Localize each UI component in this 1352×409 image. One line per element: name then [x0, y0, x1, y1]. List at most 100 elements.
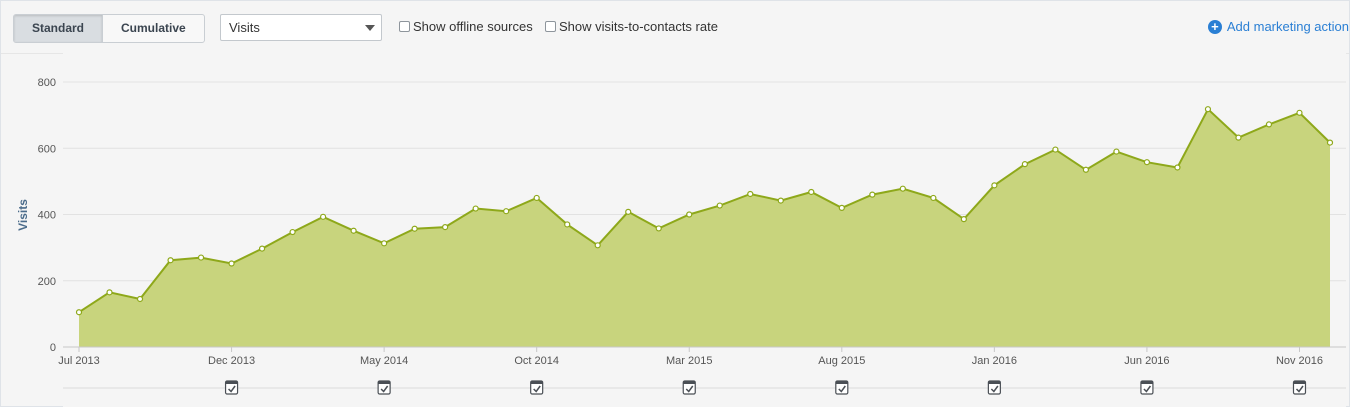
view-toggle: Standard Cumulative: [13, 14, 205, 43]
check-icon: [1143, 385, 1152, 393]
calendar-header: [530, 381, 543, 384]
data-point: [319, 213, 327, 220]
check-icon: [533, 385, 541, 393]
add-marketing-action-label: Add marketing action: [1226, 19, 1349, 34]
data-point: [503, 208, 510, 215]
calendar-header: [835, 381, 848, 384]
y-tick-label: 600: [38, 143, 56, 155]
show-offline-sources-label: Show offline sources: [413, 19, 533, 34]
data-point: [289, 228, 296, 236]
data-point: [747, 190, 754, 198]
x-tick-label: Mar 2015: [666, 355, 712, 367]
marketing-action-icon[interactable]: [530, 380, 544, 395]
x-tick-label: May 2014: [360, 355, 408, 367]
data-point: [1143, 159, 1151, 166]
data-point: [808, 188, 815, 196]
data-point: [228, 260, 235, 267]
data-point: [75, 309, 83, 316]
check-icon: [838, 385, 846, 393]
x-tick-label: Jun 2016: [1124, 355, 1169, 367]
data-point: [1052, 146, 1059, 153]
check-icon: [380, 385, 389, 393]
data-point: [197, 254, 205, 261]
calendar-header: [225, 381, 238, 384]
check-icon: [685, 385, 694, 393]
plus-circle-icon: +: [1207, 19, 1222, 34]
calendar-header: [378, 381, 391, 384]
data-point: [686, 211, 693, 218]
data-point: [564, 221, 571, 228]
data-point: [472, 205, 479, 212]
metric-select[interactable]: Visits: [220, 14, 382, 41]
check-icon: [228, 385, 236, 393]
data-point: [1204, 106, 1212, 113]
add-marketing-action-link[interactable]: + Add marketing action: [1207, 19, 1349, 34]
data-point: [258, 245, 266, 252]
checkbox-icon[interactable]: [545, 21, 556, 32]
data-point: [625, 208, 632, 215]
y-tick-label: 400: [38, 210, 56, 222]
data-point: [1296, 109, 1303, 116]
visits-line: [78, 107, 1331, 314]
data-point: [533, 194, 540, 202]
visits-area: [79, 109, 1330, 347]
data-point: [442, 223, 449, 231]
data-point: [106, 289, 113, 296]
show-visits-to-contacts-checkbox[interactable]: Show visits-to-contacts rate: [545, 19, 718, 34]
calendar-header: [988, 381, 1001, 384]
data-point: [1235, 134, 1242, 141]
show-visits-to-contacts-label: Show visits-to-contacts rate: [559, 19, 718, 34]
data-point: [350, 227, 357, 234]
marketing-action-icon[interactable]: [377, 380, 391, 395]
y-tick-label: 0: [50, 342, 56, 354]
data-point: [136, 295, 144, 303]
marketing-action-icon[interactable]: [224, 380, 239, 395]
visits-area-chart: 0 200 400 600 800 Visits Jul 2013 Dec 2013 May 2…: [16, 53, 1346, 407]
x-tick-label: Jan 2016: [972, 355, 1017, 367]
show-offline-sources-checkbox[interactable]: Show offline sources: [399, 19, 533, 34]
cumulative-button[interactable]: Cumulative: [102, 15, 204, 42]
data-point: [1265, 121, 1273, 128]
data-point: [1082, 166, 1090, 173]
data-point: [869, 191, 876, 198]
x-tick-label: Dec 2013: [208, 355, 255, 367]
data-point: [899, 185, 906, 192]
metric-select-value: Visits: [229, 20, 260, 35]
data-point: [381, 240, 388, 247]
marketing-action-icon[interactable]: [987, 380, 1001, 395]
data-point: [1174, 164, 1181, 171]
marketing-action-icon[interactable]: [835, 380, 849, 395]
data-point: [777, 197, 784, 204]
data-point: [1326, 139, 1334, 146]
data-point: [1113, 148, 1120, 155]
data-point: [716, 202, 723, 209]
data-point: [838, 204, 845, 211]
x-tick-label: Nov 2016: [1276, 355, 1323, 367]
y-axis-title: Visits: [16, 199, 30, 231]
marketing-action-icon[interactable]: [682, 380, 696, 395]
data-point: [594, 242, 601, 249]
chevron-down-icon: [365, 25, 375, 31]
x-tick-label: Aug 2015: [818, 355, 865, 367]
toolbar: Standard Cumulative Visits Show offline …: [1, 1, 1349, 54]
data-point: [167, 257, 174, 264]
calendar-header: [1293, 381, 1306, 384]
data-point: [411, 225, 418, 232]
y-tick-label: 200: [38, 276, 56, 288]
marketing-action-icon[interactable]: [1292, 380, 1307, 395]
calendar-header: [1140, 381, 1153, 384]
standard-button[interactable]: Standard: [14, 15, 103, 42]
y-tick-label: 800: [38, 77, 56, 89]
calendar-header: [683, 381, 696, 384]
check-icon: [1295, 385, 1304, 393]
marketing-action-icon[interactable]: [1140, 380, 1154, 395]
x-tick-label: Jul 2013: [58, 355, 100, 367]
check-icon: [990, 385, 999, 393]
x-tick-label: Oct 2014: [514, 355, 559, 367]
data-point: [655, 225, 662, 232]
data-point: [991, 182, 998, 189]
data-point: [960, 216, 967, 223]
data-point: [1021, 161, 1028, 168]
checkbox-icon[interactable]: [399, 21, 410, 32]
